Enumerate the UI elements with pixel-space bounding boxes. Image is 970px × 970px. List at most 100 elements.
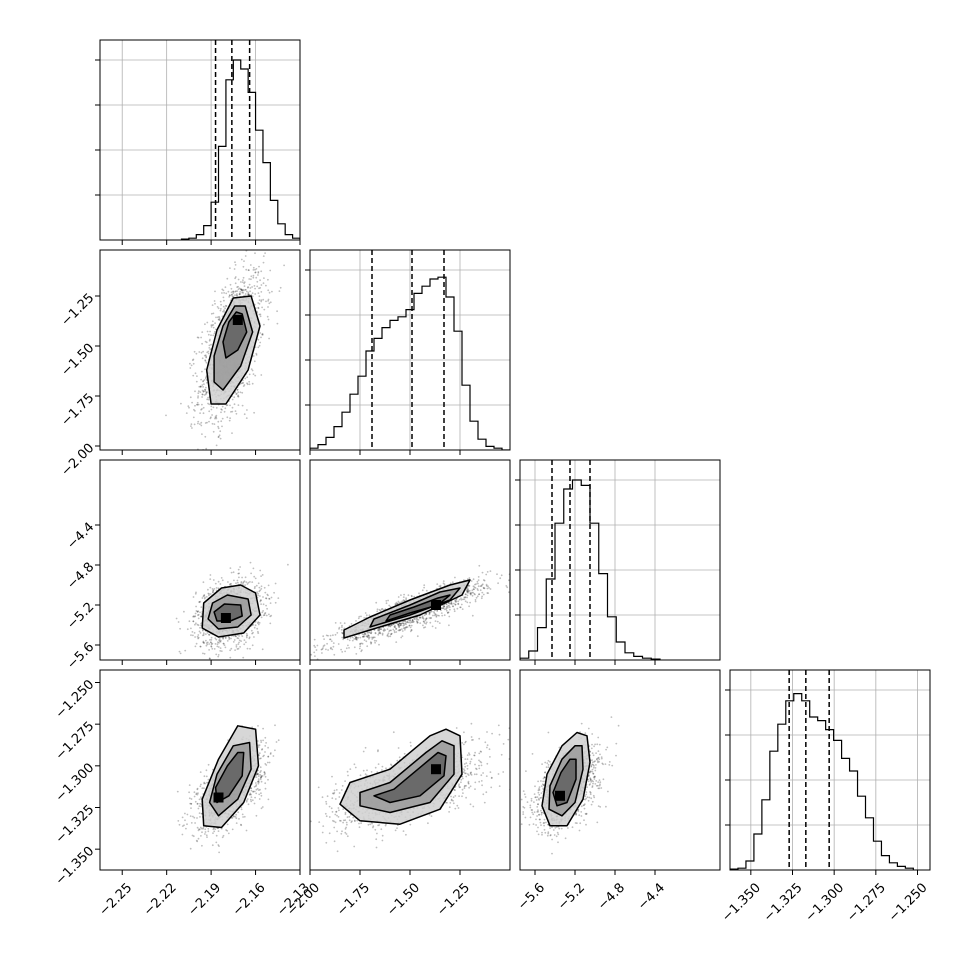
sample-point [389,635,392,638]
sample-point [217,830,220,832]
sample-point [442,607,445,609]
sample-point [438,622,441,624]
sample-point [361,642,364,645]
sample-point [237,395,240,398]
sample-point [421,589,424,592]
sample-point [406,626,409,628]
sample-point [332,645,335,648]
sample-point [221,405,224,408]
sample-point [208,347,211,349]
sample-point [195,352,198,355]
sample-point [196,803,199,805]
sample-point [200,336,203,339]
sample-point [228,637,231,639]
sample-point [202,629,204,632]
sample-point [245,288,247,291]
sample-point [197,422,199,425]
sample-point [472,585,475,588]
sample-point [395,641,398,643]
sample-point [351,636,354,639]
sample-point [221,292,223,294]
sample-point [355,620,357,622]
sample-point [190,634,192,636]
sample-point [198,828,201,831]
sample-point [179,652,182,655]
sample-point [405,626,408,628]
sample-point [478,564,481,567]
sample-point [254,624,257,627]
sample-point [239,566,242,568]
sample-point [235,635,237,638]
sample-point [255,354,258,356]
sample-point [200,624,203,627]
sample-point [196,817,198,819]
sample-point [226,829,229,832]
sample-point [278,290,281,292]
sample-point [419,622,422,624]
sample-point [247,286,249,289]
sample-point [468,589,471,592]
sample-point [212,326,215,329]
sample-point [398,622,401,625]
sample-point [450,603,453,606]
sample-point [234,815,237,818]
sample-point [219,437,222,440]
sample-point [228,638,231,641]
sample-point [409,621,412,624]
axes-frame [729,669,931,871]
sample-point [355,653,358,655]
sample-point [188,620,191,623]
sample-point [263,612,266,615]
sample-point [474,587,477,589]
sample-point [238,572,241,575]
sample-point [489,570,492,572]
sample-point [307,659,309,661]
sample-point [221,417,224,420]
sample-point [334,622,337,624]
sample-point [187,405,190,407]
sample-point [464,600,467,603]
sample-point [253,243,255,245]
sample-point [521,566,523,568]
sample-point [259,315,262,318]
sample-point [251,286,254,288]
sample-point [252,623,255,626]
sample-point [405,626,408,629]
sample-point [436,614,439,617]
sample-point [292,654,294,656]
sample-point [485,585,488,587]
sample-point [234,635,237,638]
sample-point [206,643,209,646]
sample-point [428,611,431,614]
sample-point [199,615,202,618]
sample-point [231,295,234,298]
sample-point [209,586,212,589]
sample-point [206,511,208,513]
histogram-step [310,276,510,450]
sample-point [258,590,261,593]
sample-point [203,594,206,597]
sample-point [455,600,458,603]
sample-point [269,615,272,618]
sample-point [234,276,237,278]
sample-point [234,391,237,394]
sample-point [235,644,238,646]
sample-point [261,333,263,336]
sample-point [399,628,401,631]
sample-point [262,739,264,742]
sample-point [403,624,406,626]
sample-point [384,629,387,632]
sample-point [266,593,269,596]
sample-point [265,597,267,600]
sample-point [209,593,212,595]
sample-point [371,638,374,640]
sample-point [235,294,238,296]
sample-point [421,615,424,618]
sample-point [409,630,412,633]
sample-point [372,637,374,639]
sample-point [225,292,228,295]
sample-point [378,632,380,634]
sample-point [248,269,250,272]
sample-point [233,403,236,406]
sample-point [204,354,207,357]
